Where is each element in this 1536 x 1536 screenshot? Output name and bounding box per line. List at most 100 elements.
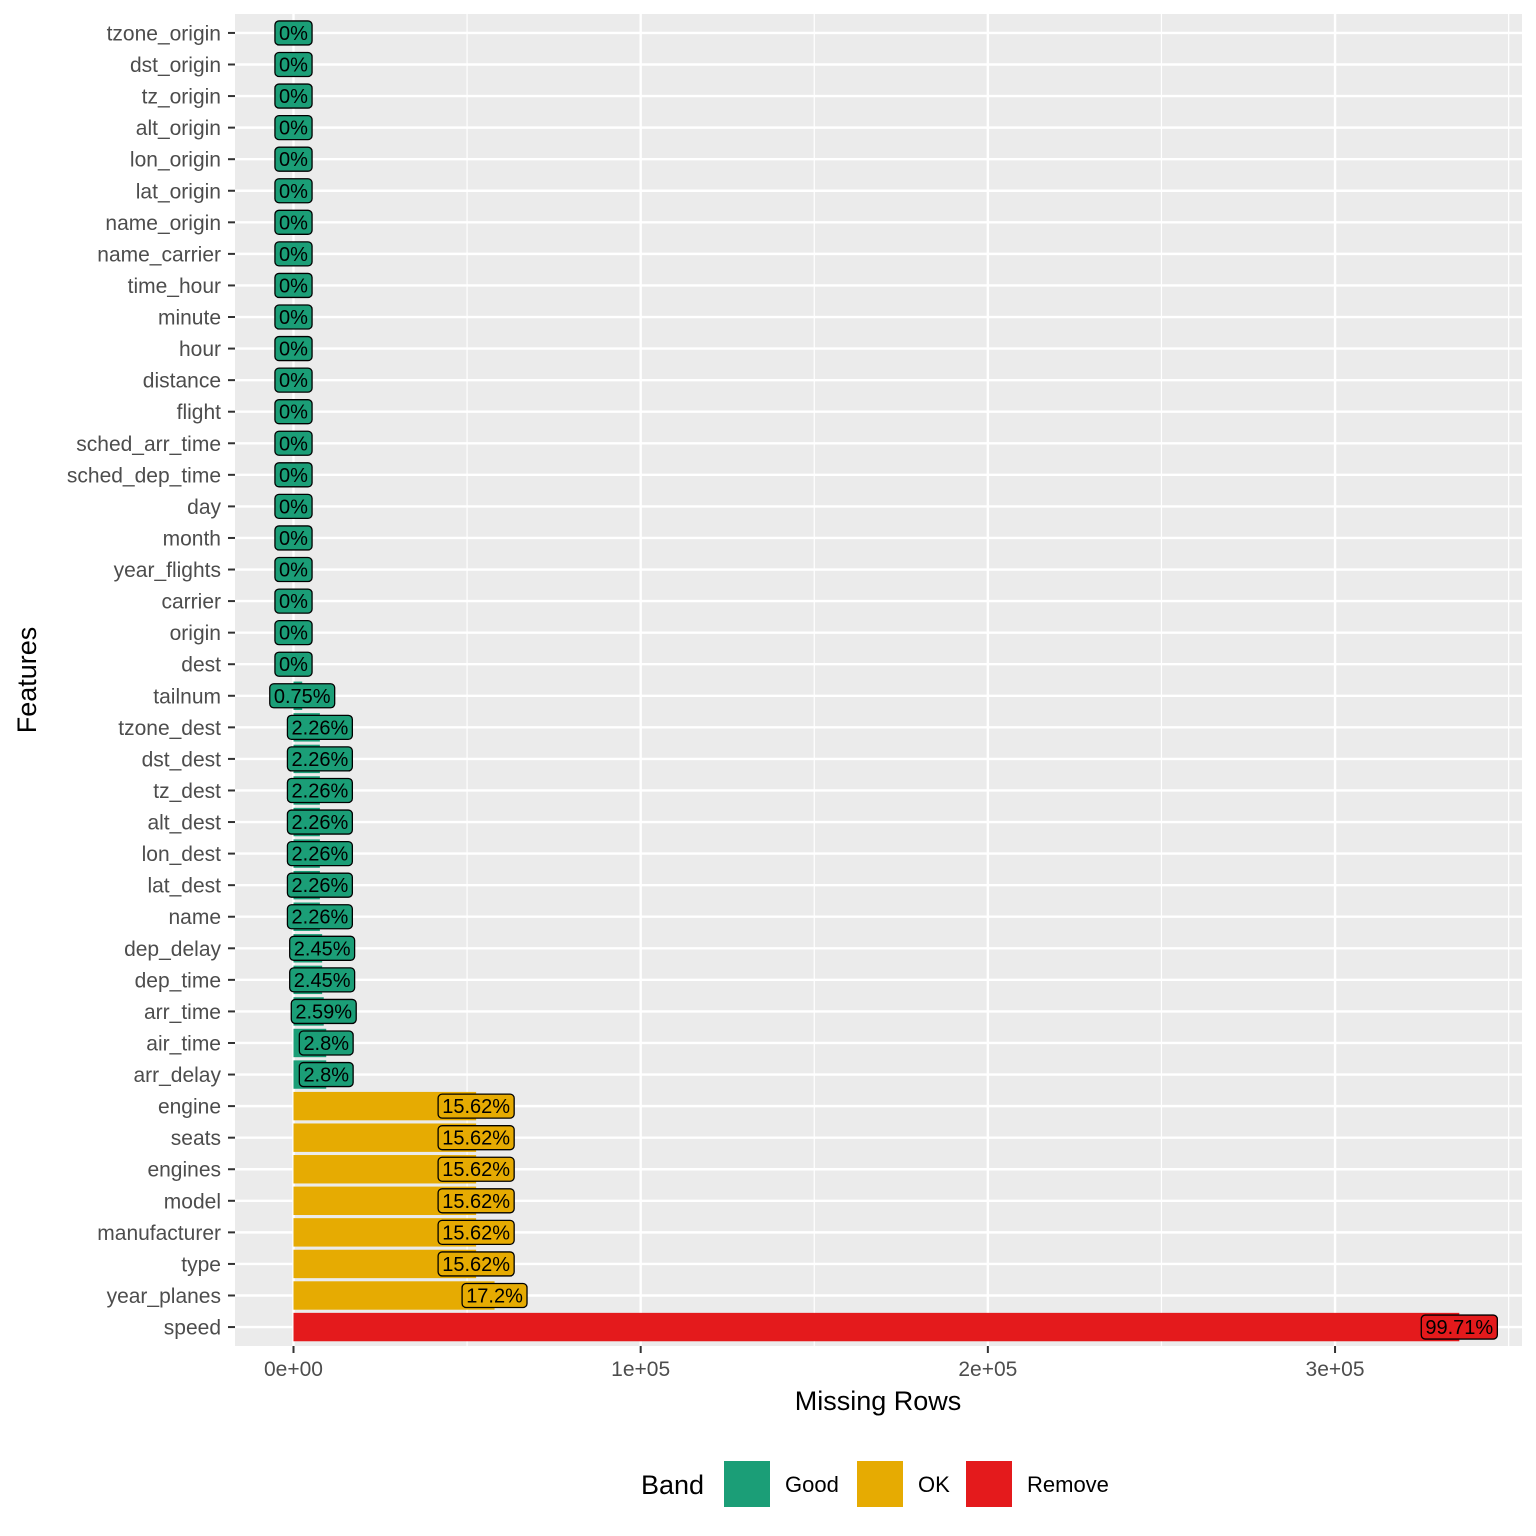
data-label-box bbox=[274, 209, 313, 235]
y-tick-label-dep_time: dep_time bbox=[135, 969, 221, 992]
y-tick-label-sched_dep_time: sched_dep_time bbox=[67, 464, 221, 487]
data-label-text: 0% bbox=[279, 149, 308, 171]
y-tick-label-hour: hour bbox=[179, 338, 221, 361]
legend-label: Good bbox=[785, 1472, 839, 1497]
major-gridlines bbox=[235, 14, 1522, 1346]
data-label-box bbox=[461, 1282, 528, 1309]
data-label-text: 0% bbox=[279, 560, 308, 582]
data-label-text: 0% bbox=[279, 433, 308, 455]
data-label-box bbox=[274, 241, 313, 267]
data-label-origin: 0% bbox=[274, 620, 313, 646]
data-label-box bbox=[290, 998, 357, 1025]
data-label-box bbox=[274, 367, 313, 393]
y-tick-label-lat_origin: lat_origin bbox=[136, 180, 221, 203]
data-label-box bbox=[298, 1061, 354, 1088]
y-tick-label-type: type bbox=[181, 1253, 221, 1276]
y-tick-label-arr_time: arr_time bbox=[144, 1001, 221, 1024]
data-label-text: 0% bbox=[279, 244, 308, 266]
data-label-name_origin: 0% bbox=[274, 209, 313, 235]
data-label-model: 15.62% bbox=[437, 1188, 515, 1214]
data-label-sched_dep_time: 0% bbox=[274, 462, 313, 488]
data-label-box bbox=[274, 51, 313, 78]
data-label-sched_arr_time: 0% bbox=[274, 430, 313, 456]
y-tick-label-minute: minute bbox=[158, 307, 221, 330]
y-tick-label-alt_dest: alt_dest bbox=[147, 812, 221, 835]
y-tick-label-day: day bbox=[187, 496, 221, 519]
y-tick-label-name_origin: name_origin bbox=[105, 212, 221, 235]
data-label-box bbox=[274, 588, 313, 614]
y-tick-label-name_carrier: name_carrier bbox=[97, 243, 221, 266]
data-label-text: 0% bbox=[279, 275, 308, 297]
data-label-tz_origin: 0% bbox=[274, 83, 313, 109]
data-label-text: 2.45% bbox=[294, 938, 351, 960]
data-label-text: 2.8% bbox=[303, 1065, 349, 1087]
data-label-text: 0% bbox=[279, 339, 308, 361]
data-label-minute: 0% bbox=[274, 304, 313, 330]
data-label-arr_delay: 2.8% bbox=[298, 1061, 354, 1088]
data-label-tzone_origin: 0% bbox=[274, 20, 313, 46]
data-label-text: 15.62% bbox=[442, 1128, 510, 1150]
legend-item-remove: Remove bbox=[966, 1461, 1109, 1507]
data-label-text: 2.26% bbox=[292, 780, 349, 802]
data-label-box bbox=[286, 714, 354, 740]
data-label-speed: 99.71% bbox=[1420, 1314, 1498, 1340]
data-label-text: 0% bbox=[279, 370, 308, 392]
y-tick-label-arr_delay: arr_delay bbox=[133, 1064, 221, 1087]
data-label-text: 0% bbox=[279, 307, 308, 329]
data-label-name_carrier: 0% bbox=[274, 241, 313, 267]
data-label-box bbox=[286, 777, 354, 804]
data-label-lon_origin: 0% bbox=[274, 146, 313, 172]
data-label-flight: 0% bbox=[274, 399, 313, 425]
legend-swatch bbox=[966, 1461, 1012, 1507]
data-label-alt_dest: 2.26% bbox=[286, 809, 354, 835]
data-label-box bbox=[1420, 1314, 1498, 1340]
data-label-carrier: 0% bbox=[274, 588, 313, 614]
x-tick-label: 0e+00 bbox=[264, 1358, 323, 1381]
y-tick-label-sched_arr_time: sched_arr_time bbox=[76, 433, 221, 456]
data-label-box bbox=[437, 1219, 515, 1246]
data-label-text: 17.2% bbox=[466, 1285, 523, 1307]
data-label-distance: 0% bbox=[274, 367, 313, 393]
data-label-text: 0% bbox=[279, 496, 308, 518]
data-label-air_time: 2.8% bbox=[298, 1030, 354, 1056]
data-label-year_flights: 0% bbox=[274, 556, 313, 583]
data-label-text: 2.26% bbox=[292, 875, 349, 897]
y-tick-label-dest: dest bbox=[181, 654, 221, 677]
x-axis-title: Missing Rows bbox=[795, 1386, 962, 1416]
y-tick-label-dep_delay: dep_delay bbox=[124, 938, 221, 961]
y-tick-label-lon_origin: lon_origin bbox=[130, 149, 221, 172]
legend-swatch bbox=[724, 1461, 770, 1507]
data-label-text: 2.26% bbox=[292, 844, 349, 866]
data-label-seats: 15.62% bbox=[437, 1125, 515, 1151]
legend-item-ok: OK bbox=[857, 1461, 950, 1507]
y-tick-label-month: month bbox=[163, 527, 221, 550]
data-label-box bbox=[289, 967, 356, 993]
data-label-text: 0% bbox=[279, 591, 308, 613]
data-label-box bbox=[274, 272, 313, 299]
y-tick-label-year_flights: year_flights bbox=[114, 559, 221, 582]
data-label-lat_origin: 0% bbox=[274, 178, 313, 204]
data-label-day: 0% bbox=[274, 493, 313, 520]
data-label-text: 0% bbox=[279, 465, 308, 487]
legend-title: Band bbox=[641, 1470, 704, 1500]
data-label-box bbox=[274, 304, 313, 330]
data-label-box bbox=[437, 1251, 515, 1277]
data-label-text: 0% bbox=[279, 528, 308, 550]
data-label-tailnum: 0.75% bbox=[269, 683, 336, 709]
data-label-dest: 0% bbox=[274, 651, 313, 677]
data-label-box bbox=[437, 1188, 515, 1214]
data-label-dst_origin: 0% bbox=[274, 51, 313, 78]
y-tick-label-tz_dest: tz_dest bbox=[153, 780, 221, 803]
y-tick-label-model: model bbox=[164, 1190, 221, 1213]
data-label-year_planes: 17.2% bbox=[461, 1282, 528, 1309]
data-label-box bbox=[274, 556, 313, 583]
legend-label: OK bbox=[918, 1472, 950, 1497]
data-label-time_hour: 0% bbox=[274, 272, 313, 299]
y-tick-label-dst_origin: dst_origin bbox=[130, 54, 221, 77]
data-label-box bbox=[286, 872, 354, 898]
data-label-text: 15.62% bbox=[442, 1222, 510, 1244]
y-tick-label-air_time: air_time bbox=[146, 1032, 221, 1055]
data-label-box bbox=[274, 146, 313, 172]
y-tick-label-tzone_dest: tzone_dest bbox=[118, 717, 221, 740]
